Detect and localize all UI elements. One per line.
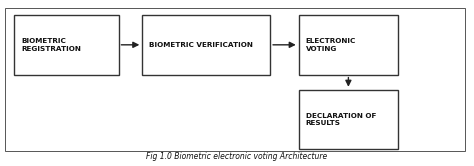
Text: Fig 1.0 Biometric electronic voting Architecture: Fig 1.0 Biometric electronic voting Arch… — [146, 152, 328, 161]
Text: BIOMETRIC
REGISTRATION: BIOMETRIC REGISTRATION — [21, 38, 81, 52]
Text: BIOMETRIC VERIFICATION: BIOMETRIC VERIFICATION — [149, 42, 253, 48]
Bar — [142, 15, 270, 75]
Bar — [5, 8, 465, 151]
Bar — [299, 90, 398, 149]
Bar — [299, 15, 398, 75]
Text: DECLARATION OF
RESULTS: DECLARATION OF RESULTS — [306, 113, 376, 126]
Bar — [14, 15, 118, 75]
Text: ELECTRONIC
VOTING: ELECTRONIC VOTING — [306, 38, 356, 52]
